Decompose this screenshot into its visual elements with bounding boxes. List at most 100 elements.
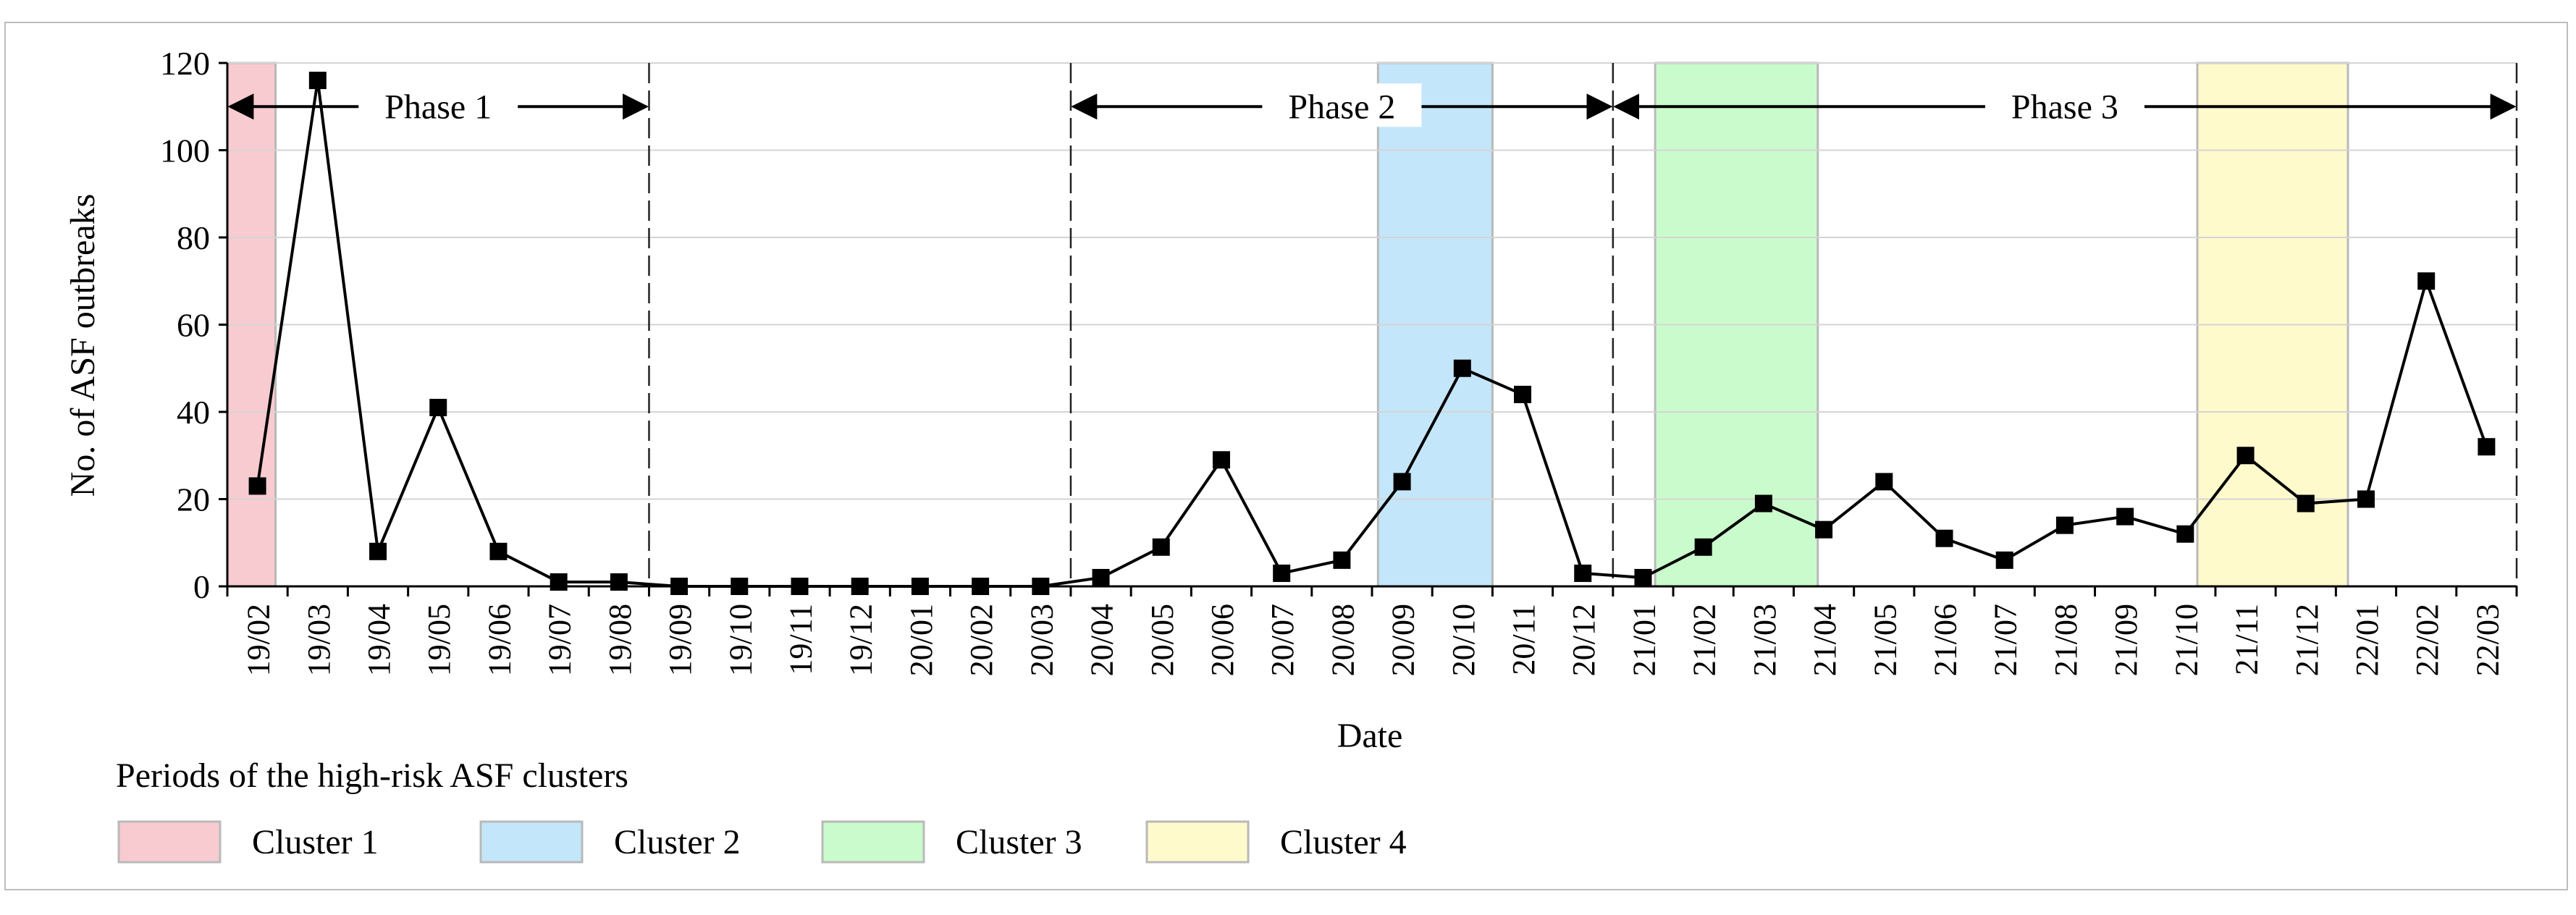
x-tick-label: 19/04 [361,604,397,676]
x-tick-label: 21/09 [2108,604,2144,676]
x-tick-label: 20/05 [1145,604,1180,676]
x-tick-label: 20/01 [904,604,939,676]
data-point [610,573,628,591]
x-tick-label: 20/07 [1265,604,1300,676]
series-line [256,79,2488,588]
data-point [1634,568,1652,586]
x-axis-title: Date [1337,717,1403,755]
data-point [1815,520,1833,539]
data-point [670,578,689,595]
y-tick-label: 0 [193,568,210,605]
data-point [1875,473,1893,491]
x-tick-label: 20/10 [1446,604,1481,676]
x-tick-label: 22/01 [2349,604,2385,676]
y-gridlines [227,62,2517,500]
data-point [2297,494,2315,513]
y-axis-title: No. of ASF outbreaks [64,194,102,497]
data-point [1995,551,2013,569]
x-tick-label: 19/08 [602,604,638,676]
data-point [429,398,447,416]
data-point [2176,525,2194,543]
x-tick-label: 20/12 [1566,604,1601,676]
x-tick-label: 21/08 [2048,604,2084,676]
chart-frame: 0 20 40 60 80 100 120 19/02 19/03 19/04 19/05 19/0… [4,22,2568,890]
y-tick-labels: 0 20 40 60 80 100 120 [160,45,210,605]
data-point [1032,578,1050,595]
legend-swatch-cluster-2 [479,820,584,864]
y-tick-label: 20 [177,481,210,518]
data-point [308,72,327,90]
data-point [1574,564,1592,582]
data-point [1333,551,1351,569]
data-point [1092,568,1110,586]
x-tick-label: 21/10 [2168,604,2204,676]
y-tick-label: 40 [177,394,210,431]
data-point [1393,473,1411,491]
x-tick-label: 21/07 [1988,604,2024,676]
data-point [791,578,809,595]
x-tick-label: 19/02 [241,604,277,676]
x-tick-label: 22/02 [2409,604,2445,676]
x-tick-label: 19/12 [843,604,879,676]
x-tick-label: 21/02 [1687,604,1722,676]
y-tick-label: 120 [160,45,210,82]
phase-label-2: Phase 2 [1288,88,1395,126]
axes [219,62,2518,596]
y-tick-label: 80 [177,219,210,256]
data-point [1754,494,1772,513]
phase-label-bg [1984,83,2144,127]
x-tick-label: 19/10 [723,604,758,676]
phase-label-1: Phase 1 [384,88,492,126]
data-point [1694,538,1712,556]
data-point [1514,385,1532,403]
x-tick-labels: 19/02 19/03 19/04 19/05 19/06 19/07 19/08 19/09… [241,604,2506,676]
data-point [911,578,929,595]
data-point [1935,529,1953,547]
legend-label-cluster-1: Cluster 1 [252,823,379,861]
legend-label-cluster-3: Cluster 3 [956,823,1082,861]
phase-label-bg [1262,83,1422,127]
data-point [972,578,990,595]
x-tick-label: 19/05 [421,604,457,676]
x-tick-label: 21/12 [2289,604,2325,676]
x-tick-label: 22/03 [2470,604,2505,676]
x-tick-label: 21/01 [1626,604,1662,676]
data-point [2357,490,2375,508]
data-point [1273,564,1291,582]
x-tick-label: 21/04 [1807,604,1843,676]
x-tick-label: 21/03 [1747,604,1782,676]
x-tick-label: 19/06 [481,604,517,676]
data-point [2417,272,2436,290]
x-tick-label: 20/06 [1205,604,1240,676]
x-tick-label: 20/03 [1024,604,1059,676]
data-point [489,542,508,560]
data-point [851,578,869,595]
legend-label-cluster-4: Cluster 4 [1280,823,1407,861]
x-tick-label: 19/09 [662,604,698,676]
x-tick-label: 21/06 [1928,604,1963,676]
x-tick-label: 19/03 [301,604,337,676]
data-point [369,542,387,560]
x-tick-label: 21/05 [1867,604,1903,676]
legend-swatch-cluster-3 [821,820,925,864]
x-tick-label: 20/08 [1325,604,1360,676]
x-tick-label: 20/02 [964,604,999,676]
legend-label-cluster-2: Cluster 2 [614,823,741,861]
data-point [550,573,568,591]
data-series [248,72,2496,595]
data-point [1453,359,1471,377]
legend-title: Periods of the high-risk ASF clusters [116,756,628,795]
phase-label-3: Phase 3 [2011,88,2118,126]
data-point [731,578,749,595]
y-tick-label: 100 [160,132,210,169]
legend: Cluster 1 Cluster 2 Cluster 3 Cluster 4 [117,820,1407,864]
legend-swatch-cluster-4 [1145,820,1250,864]
data-point [2478,438,2496,456]
data-point [2116,507,2134,526]
x-tick-label: 19/11 [783,604,819,675]
data-point [2236,447,2255,465]
x-tick-label: 19/07 [542,604,578,676]
phase-label-bg [358,83,518,127]
legend-swatch-cluster-1 [117,820,222,864]
